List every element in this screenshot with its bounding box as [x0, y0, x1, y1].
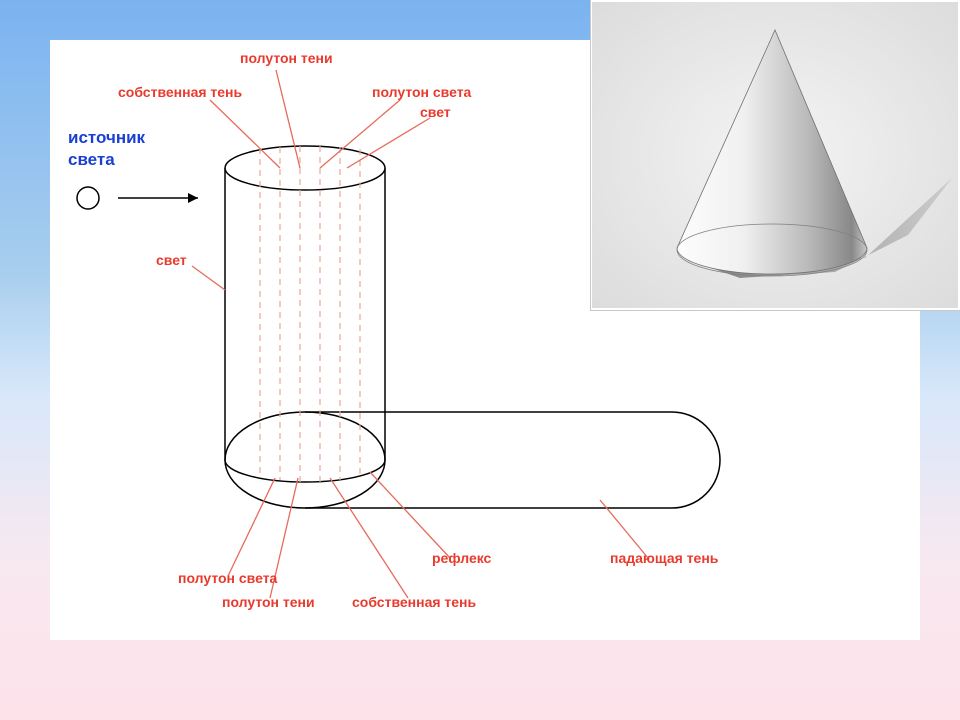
lbl-bot-sobstv-ten: собственная тень: [352, 594, 476, 610]
light-source-label-1: источник: [68, 128, 145, 148]
lbl-top-sobstv-ten: собственная тень: [118, 84, 242, 100]
light-source-label-2: света: [68, 150, 115, 170]
lbl-top-poluton-sveta: полутон света: [372, 84, 471, 100]
diagram-svg: [0, 0, 960, 720]
lbl-side-svet: свет: [156, 252, 187, 268]
lbl-bot-refleks: рефлекс: [432, 550, 491, 566]
light-source-icon: [77, 187, 99, 209]
lbl-bot-poluton-teni: полутон тени: [222, 594, 315, 610]
lbl-top-svet: свет: [420, 104, 451, 120]
background: источник света полутон тени собственная …: [0, 0, 960, 720]
lbl-bot-poluton-sveta: полутон света: [178, 570, 277, 586]
lbl-top-poluton-teni: полутон тени: [240, 50, 333, 66]
lbl-bot-pad-ten: падающая тень: [610, 550, 718, 566]
